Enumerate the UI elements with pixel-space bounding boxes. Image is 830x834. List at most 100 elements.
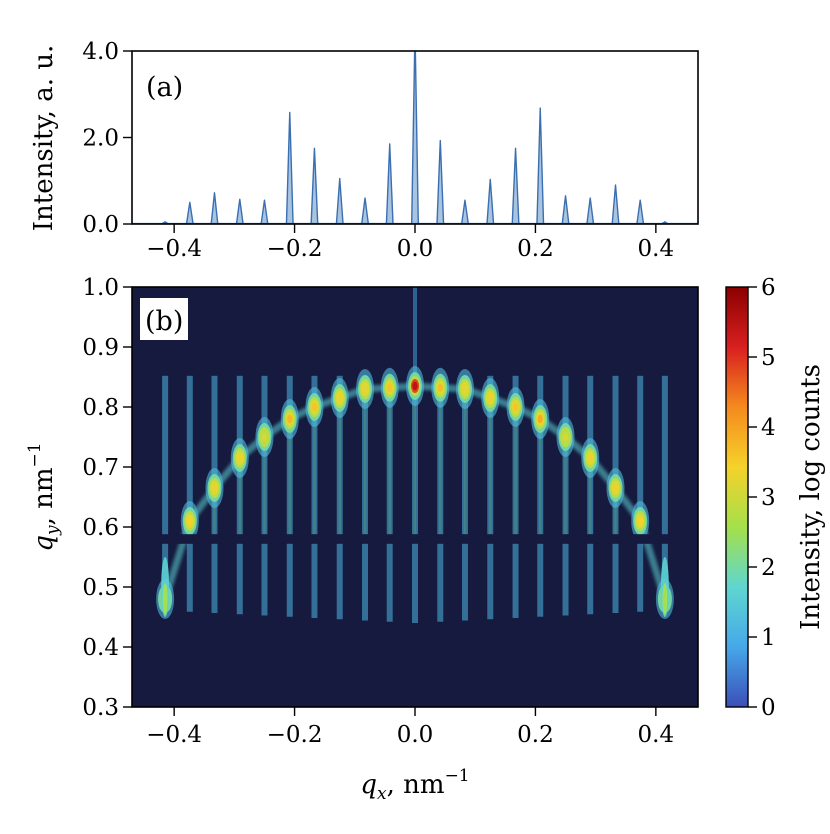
- panel-b-x-ticks: −0.4 −0.2 0.0 0.2 0.4: [146, 707, 674, 748]
- colorbar-tick-label-6: 6: [761, 275, 776, 301]
- x-label-exp: −1: [445, 766, 470, 786]
- panel-a-x-tick-label-1: −0.2: [267, 236, 323, 262]
- streak-core-14: [514, 395, 517, 535]
- streak-core-10: [413, 374, 417, 535]
- streak-core-4: [263, 425, 266, 535]
- streak-core-7: [338, 386, 341, 535]
- peak-1: [185, 201, 194, 224]
- panel-a-y-tick-label-0: 0.0: [82, 212, 119, 238]
- streak-core-13: [489, 386, 492, 535]
- colorbar-label: Intensity, log counts: [796, 364, 826, 630]
- streak-core-5: [288, 407, 291, 535]
- panel-a-y-tick-label-2: 4.0: [82, 39, 119, 65]
- x-label-sub: x: [377, 784, 387, 804]
- spot-5-level-4: [287, 414, 293, 424]
- panel-b-y-tick-label-1: 0.4: [82, 635, 119, 661]
- y-label-sub: y: [43, 525, 63, 536]
- spot-6-level-4: [311, 402, 318, 412]
- spot-13-level-4: [487, 393, 493, 403]
- peak-13: [486, 178, 495, 224]
- peak-7: [335, 177, 344, 224]
- panel-a-y-ticks: 0.0 2.0 4.0: [82, 39, 132, 238]
- panel-b: −0.4 −0.2 0.0 0.2 0.4 0.3 0.4 0.5 0.6 0.7 0.8 0.9 1…: [25, 275, 699, 804]
- spot-4-level-4: [261, 432, 268, 442]
- panel-b-y-tick-label-4: 0.7: [82, 455, 119, 481]
- panel-b-label-box: [140, 298, 188, 340]
- streak-core-15: [539, 407, 542, 535]
- panel-a-x-tick-label-4: 0.4: [638, 236, 675, 262]
- spot-19-level-4: [637, 516, 643, 526]
- peak-9: [385, 143, 394, 224]
- panel-b-x-tick-label-1: −0.2: [267, 722, 323, 748]
- spot-1-level-4: [187, 516, 193, 526]
- peak-18: [611, 184, 620, 224]
- streak-1: [186, 375, 193, 612]
- panel-b-heatmap: [132, 287, 698, 623]
- panel-a: −0.4 −0.2 0.0 0.2 0.4 0.0 2.0 4.0 (a) Intensit…: [29, 39, 699, 262]
- peak-19: [636, 199, 645, 224]
- spot-9-level-4: [387, 383, 393, 392]
- peak-14: [511, 147, 520, 224]
- diffraction-spots: [156, 366, 674, 619]
- peak-5: [285, 111, 294, 224]
- streak-core-16: [564, 425, 567, 535]
- peak-12: [460, 199, 469, 224]
- colorbar-gradient: [725, 286, 749, 708]
- peak-15: [536, 107, 545, 224]
- panel-b-x-tick-label-3: 0.2: [517, 722, 554, 748]
- panel-b-y-tick-label-3: 0.6: [82, 515, 119, 541]
- colorbar-tick-label-5: 5: [761, 345, 776, 371]
- y-label-exp: −1: [25, 442, 45, 467]
- streak-19: [637, 375, 644, 612]
- peak-4: [260, 199, 269, 224]
- x-label-unit: , nm: [387, 770, 445, 800]
- colorbar-tick-label-1: 1: [761, 625, 776, 651]
- peak-16: [561, 195, 570, 224]
- panel-b-x-tick-label-2: 0.0: [397, 722, 434, 748]
- spot-3-level-4: [237, 453, 243, 463]
- spot-7-level-4: [337, 393, 343, 403]
- streak-core-17: [589, 446, 592, 535]
- panel-a-y-tick-label-1: 2.0: [82, 126, 119, 152]
- peak-3: [235, 198, 244, 224]
- spot-18-level-4: [612, 483, 619, 493]
- spot-16-level-4: [562, 432, 569, 442]
- streak-core-11: [439, 375, 442, 535]
- peak-17: [586, 197, 595, 224]
- peak-8: [361, 197, 370, 224]
- colorbar-tick-label-0: 0: [761, 695, 776, 721]
- streak-core-8: [363, 377, 367, 535]
- streak-core-12: [463, 377, 467, 535]
- spot-12-level-4: [462, 384, 468, 394]
- panel-a-y-axis-label: Intensity, a. u.: [29, 45, 59, 232]
- panel-b-y-ticks: 0.3 0.4 0.5 0.6 0.7 0.8 0.9 1.0: [82, 275, 132, 721]
- panel-b-y-tick-label-2: 0.5: [82, 575, 119, 601]
- spot-2-level-4: [211, 483, 218, 493]
- spot-17-level-4: [587, 453, 593, 463]
- panel-a-x-tick-label-2: 0.0: [397, 236, 434, 262]
- spot-14-level-4: [512, 402, 519, 412]
- peak-10: [410, 51, 420, 224]
- streak-core-9: [388, 375, 391, 535]
- spot-11-level-4: [437, 383, 443, 392]
- panel-b-y-tick-label-6: 0.9: [82, 335, 119, 361]
- panel-b-label: (b): [145, 306, 183, 337]
- y-label-q: q: [29, 535, 59, 552]
- x-label-q: q: [360, 770, 377, 800]
- colorbar-tick-label-2: 2: [761, 555, 776, 581]
- panel-b-y-tick-label-7: 1.0: [82, 275, 119, 301]
- panel-b-y-tick-label-5: 0.8: [82, 395, 119, 421]
- edge-rod-core-0: [162, 583, 168, 615]
- peak-6: [310, 147, 319, 224]
- panel-b-x-tick-label-0: −0.4: [146, 722, 202, 748]
- streak-core-6: [313, 395, 316, 535]
- panel-b-y-tick-label-0: 0.3: [82, 695, 119, 721]
- colorbar-tick-label-3: 3: [761, 485, 776, 511]
- edge-rod-core-1: [662, 583, 668, 615]
- peak-11: [436, 139, 445, 224]
- panel-b-x-axis-label: qx, nm−1: [360, 766, 469, 804]
- vertical-streaks: [162, 374, 668, 623]
- spot-15-level-4: [537, 414, 543, 424]
- peak-2: [210, 192, 219, 224]
